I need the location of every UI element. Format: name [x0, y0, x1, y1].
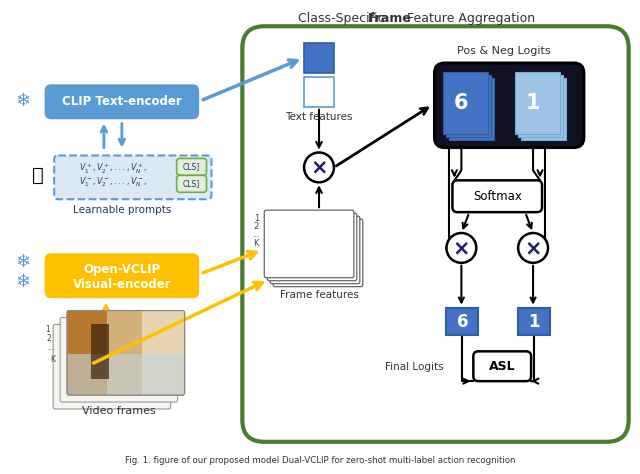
- FancyBboxPatch shape: [268, 213, 357, 281]
- Text: ❄: ❄: [16, 92, 31, 110]
- Text: 6: 6: [456, 312, 468, 330]
- FancyBboxPatch shape: [60, 318, 178, 402]
- Text: Text features: Text features: [285, 112, 353, 122]
- FancyBboxPatch shape: [273, 219, 363, 287]
- FancyBboxPatch shape: [264, 210, 354, 278]
- Text: ❄: ❄: [16, 273, 31, 291]
- Bar: [447, 308, 478, 336]
- Text: 6: 6: [454, 93, 468, 113]
- Circle shape: [447, 233, 476, 263]
- Text: ×: ×: [310, 157, 328, 177]
- Text: Visual-encoder: Visual-encoder: [72, 278, 171, 291]
- Text: Frame features: Frame features: [280, 290, 358, 300]
- FancyBboxPatch shape: [67, 310, 184, 395]
- Bar: [515, 72, 560, 134]
- FancyBboxPatch shape: [44, 83, 200, 121]
- Text: ...: ...: [252, 229, 260, 238]
- Bar: [444, 72, 488, 134]
- Text: 1: 1: [526, 93, 540, 113]
- Text: 2: 2: [253, 221, 259, 230]
- Text: 1: 1: [253, 214, 259, 223]
- FancyBboxPatch shape: [54, 155, 211, 199]
- Text: K: K: [253, 239, 259, 248]
- Text: ×: ×: [524, 238, 542, 258]
- Text: ASL: ASL: [489, 360, 515, 373]
- Text: Final Logits: Final Logits: [385, 362, 444, 372]
- FancyBboxPatch shape: [44, 252, 200, 300]
- Bar: [107, 310, 142, 395]
- Text: 2: 2: [47, 334, 52, 343]
- Text: Learnable prompts: Learnable prompts: [73, 205, 171, 215]
- Text: Class-Specific: Class-Specific: [298, 12, 388, 25]
- Text: Pos & Neg Logits: Pos & Neg Logits: [458, 46, 551, 56]
- Bar: [67, 310, 184, 395]
- Text: Feature Aggregation: Feature Aggregation: [403, 12, 535, 25]
- Text: CLIP Text-encoder: CLIP Text-encoder: [62, 95, 182, 108]
- FancyBboxPatch shape: [53, 325, 171, 409]
- Text: 1: 1: [45, 325, 49, 334]
- Text: $V_1^-, V_2^-, ..., V_N^-,$: $V_1^-, V_2^-, ..., V_N^-,$: [79, 175, 147, 189]
- Circle shape: [518, 233, 548, 263]
- Text: 🔥: 🔥: [33, 166, 44, 185]
- FancyBboxPatch shape: [177, 175, 207, 192]
- Text: Softmax: Softmax: [473, 190, 522, 203]
- FancyBboxPatch shape: [270, 216, 360, 284]
- Bar: [67, 354, 184, 395]
- FancyBboxPatch shape: [243, 26, 628, 442]
- Text: $V_1^+, V_2^+, ..., V_N^+,$: $V_1^+, V_2^+, ..., V_N^+,$: [79, 161, 147, 175]
- Bar: [142, 310, 184, 395]
- Text: Frame: Frame: [368, 12, 412, 25]
- Text: ...: ...: [47, 343, 55, 352]
- FancyBboxPatch shape: [177, 158, 207, 175]
- Bar: [447, 75, 492, 137]
- Bar: [304, 77, 334, 107]
- Bar: [91, 325, 109, 379]
- FancyBboxPatch shape: [435, 63, 584, 147]
- Bar: [67, 310, 107, 395]
- Text: CLS]: CLS]: [183, 179, 200, 188]
- Text: Video frames: Video frames: [82, 406, 156, 416]
- Text: CLS]: CLS]: [183, 163, 200, 172]
- Bar: [518, 308, 550, 336]
- Bar: [304, 43, 334, 73]
- Bar: [521, 78, 566, 139]
- Text: ❄: ❄: [16, 253, 31, 271]
- FancyBboxPatch shape: [452, 180, 542, 212]
- Text: K: K: [51, 355, 56, 364]
- Text: Open-VCLIP: Open-VCLIP: [83, 263, 161, 276]
- Text: 1: 1: [528, 312, 540, 330]
- Text: ×: ×: [452, 238, 470, 258]
- Text: Fig. 1. figure of our proposed model Dual-VCLIP for zero-shot multi-label action: Fig. 1. figure of our proposed model Dua…: [125, 456, 515, 465]
- Bar: [518, 75, 563, 137]
- Bar: [449, 78, 494, 139]
- FancyBboxPatch shape: [474, 351, 531, 381]
- Circle shape: [304, 153, 334, 182]
